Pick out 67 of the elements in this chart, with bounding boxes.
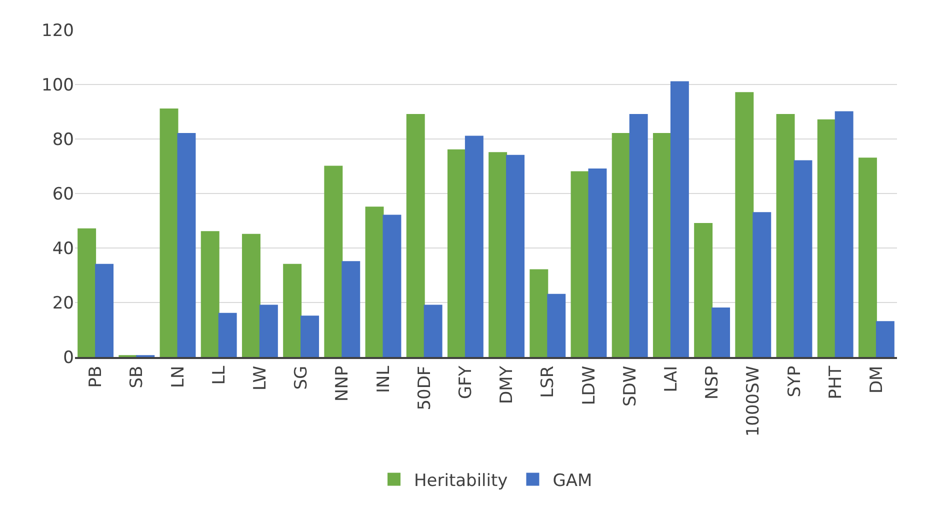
x-tick-label: LN: [168, 366, 188, 388]
bar: [735, 92, 754, 357]
bar: [342, 261, 360, 357]
bar: [447, 149, 466, 357]
x-tick-label: PB: [86, 366, 106, 388]
bar: [324, 166, 343, 357]
legend-label: GAM: [552, 470, 592, 491]
bar: [588, 168, 607, 357]
x-tick-label: DM: [866, 366, 887, 394]
x-tick-label: SDW: [620, 366, 640, 407]
bar: [612, 133, 630, 357]
bar: [242, 234, 260, 357]
x-tick-label: LL: [209, 365, 230, 385]
bar: [506, 154, 525, 357]
y-tick-label: 100: [42, 75, 74, 96]
x-tick-label: SB: [127, 366, 148, 388]
bar: [752, 212, 772, 357]
bar: [382, 214, 402, 357]
bar: [652, 133, 672, 357]
bar: [694, 222, 713, 357]
x-tick-label: LAI: [661, 366, 682, 392]
bar: [876, 321, 894, 357]
bar: [218, 312, 237, 357]
bar: [776, 114, 795, 357]
bar: [259, 304, 278, 357]
x-tick-label: GFY: [456, 365, 476, 400]
x-tick-label: SG: [292, 366, 312, 390]
bar: [283, 264, 302, 357]
bar: [424, 304, 442, 357]
legend-label: Heritability: [414, 470, 508, 491]
bar: [670, 81, 689, 357]
bar: [78, 228, 96, 357]
x-tick-label: NNP: [332, 366, 353, 402]
x-tick-label: SYP: [784, 366, 805, 398]
x-tick-label: INL: [374, 365, 394, 394]
bar: [464, 136, 484, 357]
x-tick-label: 50DF: [414, 366, 435, 410]
bar: [95, 264, 114, 357]
bar: [817, 119, 836, 357]
bar: [160, 108, 178, 357]
bar: [177, 133, 196, 357]
bar: [834, 111, 854, 357]
bar: [488, 152, 508, 357]
bar: [365, 206, 384, 357]
x-tick-label: PHT: [826, 365, 846, 400]
y-tick-label: 20: [52, 293, 74, 314]
bar: [530, 269, 548, 357]
x-tick-label: LDW: [579, 366, 600, 406]
x-tick-label: NSP: [702, 366, 723, 400]
x-tick-label: LW: [250, 366, 270, 391]
bar: [547, 294, 566, 357]
bar: [300, 316, 320, 357]
y-tick-label: 0: [63, 348, 74, 368]
x-tick-label: LSR: [538, 366, 558, 398]
y-tick-label: 60: [52, 184, 74, 204]
bar: [629, 114, 648, 357]
bar: [200, 231, 220, 357]
y-tick-label: 120: [42, 20, 74, 41]
y-tick-label: 40: [52, 238, 74, 259]
x-tick-label: 1000SW: [744, 366, 764, 437]
bar: [712, 307, 730, 357]
bar: [570, 171, 590, 357]
y-tick-label: 80: [52, 130, 74, 150]
bar: [406, 114, 425, 357]
bar: [794, 160, 812, 357]
bar: [858, 158, 877, 357]
x-tick-label: DMY: [497, 365, 518, 404]
